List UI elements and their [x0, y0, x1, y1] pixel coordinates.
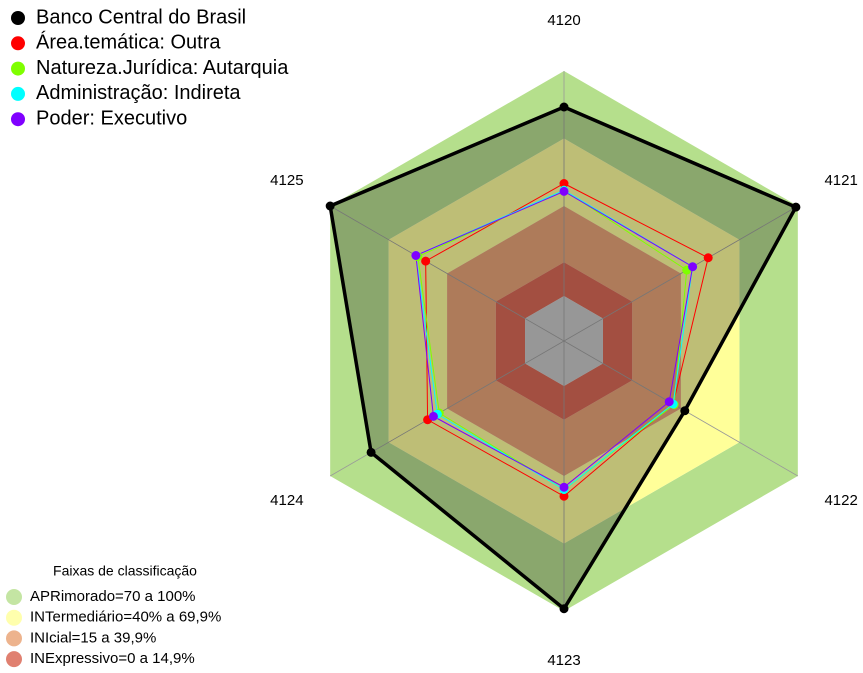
legend-label: Área.temática: Outra: [36, 31, 221, 54]
series-point: [559, 482, 569, 492]
axis-label: 4121: [824, 172, 857, 189]
series-point: [559, 186, 569, 196]
series-point: [664, 397, 674, 407]
series-point: [366, 447, 376, 457]
band: [447, 206, 681, 476]
legend-label: Banco Central do Brasil: [36, 6, 246, 28]
series-point: [559, 102, 569, 112]
legend-marker: [11, 61, 25, 76]
band: [495, 262, 633, 420]
bands-legend-marker: [6, 651, 22, 668]
series-point: [791, 202, 801, 212]
series-point: [421, 256, 431, 266]
legend-label: Natureza.Jurídica: Autarquia: [36, 57, 289, 79]
legend-marker: [11, 86, 25, 101]
series-point: [559, 491, 569, 501]
series-point: [559, 179, 569, 188]
series-point: [688, 262, 698, 272]
series-point: [411, 251, 421, 260]
axis-label: 4124: [270, 492, 303, 509]
series-point: [680, 406, 690, 416]
bands-legend-label: INTermediário=40% a 69,9%: [30, 609, 221, 626]
spoke: [563, 205, 799, 342]
bands-legend-marker: [6, 589, 22, 605]
series-point: [559, 604, 569, 614]
bands-legend-title: Faixas de classificação: [53, 563, 197, 579]
bands-legend-label: INIcial=15 a 39,9%: [30, 629, 156, 646]
series-point: [325, 201, 335, 211]
bands-legend-marker: [6, 609, 22, 626]
band: [388, 138, 740, 544]
axis-label: 4123: [547, 652, 580, 669]
legend-label: Administração: Indireta: [36, 82, 241, 104]
axis-label: 4125: [270, 172, 303, 189]
legend-label: Poder: Executivo: [36, 107, 187, 129]
axis-label: 4122: [824, 492, 857, 509]
band: [330, 71, 798, 611]
series-point: [703, 253, 713, 263]
bands-legend-marker: [6, 630, 22, 647]
legend-marker: [11, 36, 25, 51]
bands-legend-label: INExpressivo=0 a 14,9%: [30, 650, 195, 667]
bands-legend-label: APRimorado=70 a 100%: [30, 588, 196, 605]
legend-marker: [11, 11, 25, 25]
axis-label: 4120: [547, 12, 580, 29]
series-point: [428, 411, 438, 421]
legend-marker: [11, 112, 25, 127]
spoke: [329, 205, 565, 342]
